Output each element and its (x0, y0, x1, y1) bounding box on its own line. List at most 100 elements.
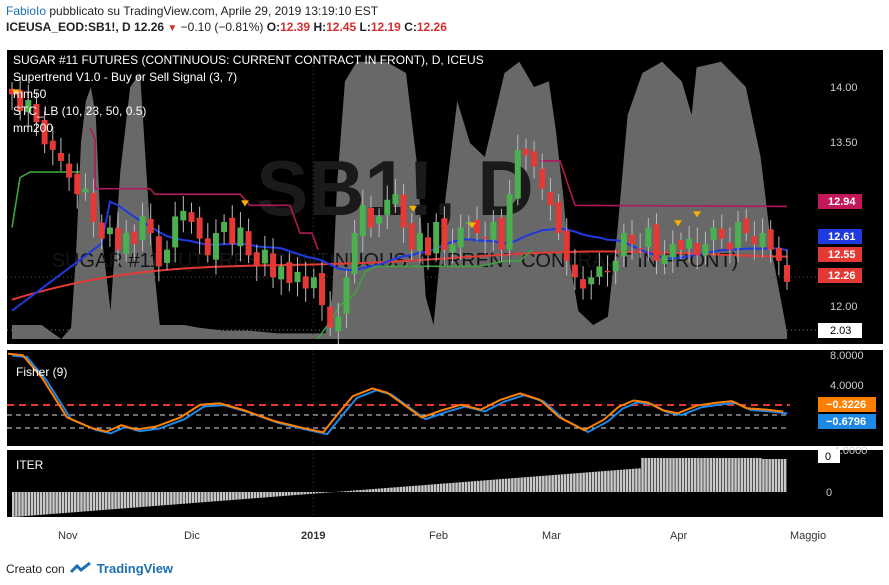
fisher-trigger-line (7, 352, 784, 434)
iter-bar (303, 492, 306, 495)
supertrend-segment-1 (89, 127, 319, 250)
tradingview-brand[interactable]: TradingView (96, 561, 174, 576)
price-axis[interactable] (818, 50, 883, 539)
iter-bar (64, 492, 68, 513)
iter-bar (384, 488, 387, 492)
publisher-name[interactable]: FabioIo (6, 4, 47, 18)
y-tick-12: 12.00 (830, 301, 858, 313)
candle-body (416, 233, 423, 251)
candle-body (294, 271, 301, 283)
iter-bar (315, 492, 319, 494)
pane-separator-2[interactable] (7, 446, 883, 450)
legend-supertrend[interactable]: Supertrend V1.0 - Buy or Sell Signal (3,… (13, 70, 237, 84)
iter-bar (647, 458, 650, 492)
candle-body (270, 253, 277, 278)
iter-bar (777, 459, 781, 492)
iter-bar (204, 492, 207, 503)
stc-shaded-area (12, 61, 788, 340)
candle-body (726, 242, 733, 250)
candle-body (82, 188, 89, 193)
iter-bar (449, 483, 452, 492)
pane-separator-1[interactable] (7, 344, 883, 350)
iter-bar (613, 470, 616, 492)
iter-bar (275, 492, 278, 497)
iter-bar (27, 492, 30, 516)
candle-body (735, 221, 742, 248)
iter-bar (752, 458, 756, 492)
candle-body (41, 119, 48, 145)
trading-chart[interactable]: SB1!, D SUGAR #11 FUTURES (CONTINUOUS: C… (0, 37, 889, 557)
iter-bar (762, 459, 765, 492)
iter-bar (669, 458, 672, 492)
candle-body (188, 212, 195, 222)
candle-body (718, 228, 725, 239)
candle-body (400, 194, 407, 228)
iter-bar (408, 486, 412, 492)
iter-bar (284, 492, 288, 496)
iter-bar (139, 492, 142, 508)
iter-bar (464, 481, 468, 492)
iter-bar (597, 471, 601, 492)
iter-bar (498, 479, 502, 492)
candle-body (131, 231, 138, 245)
tradingview-logo-icon[interactable] (69, 561, 92, 576)
iter-bar (563, 474, 567, 492)
iter-bar (529, 476, 533, 492)
iter-bar (108, 492, 111, 510)
iter-bar (783, 459, 787, 492)
iter-bar (427, 484, 430, 492)
high-value: 12.45 (326, 20, 357, 34)
iter-bar (535, 476, 539, 492)
iter-bar (659, 458, 663, 492)
candle-body (498, 217, 505, 250)
iter-bar (232, 492, 235, 500)
iter-bar (666, 458, 669, 492)
svg-text:12.55: 12.55 (828, 249, 856, 261)
iter-bar (247, 492, 251, 499)
iter-bar (545, 475, 548, 492)
iter-bar (641, 458, 644, 492)
iter-bar (703, 458, 706, 492)
iter-bar (517, 477, 520, 492)
candle-body (580, 279, 587, 289)
iter-bar (167, 492, 170, 505)
iter-bar (182, 492, 185, 504)
iter-bar (340, 491, 344, 492)
iter-bar (291, 492, 294, 496)
close-label: C: (404, 20, 417, 34)
iter-bar (681, 458, 685, 492)
iter-bar (201, 492, 204, 503)
iter-bar (768, 459, 771, 492)
legend-stc[interactable]: STC_LB (10, 23, 50, 0.5) (13, 104, 146, 118)
iter-bar (136, 492, 139, 508)
iter-bar (601, 471, 604, 492)
candle-body (49, 140, 56, 150)
sell-signal-triangle (409, 205, 417, 212)
iter-bar (297, 492, 300, 495)
iter-bar (442, 483, 446, 492)
iter-bar (746, 458, 750, 492)
iter-bar (322, 492, 325, 493)
iter-bar (148, 492, 151, 507)
iter-bar (244, 492, 247, 499)
candle-body (490, 221, 497, 240)
iter-bar (24, 492, 27, 517)
iter-bar (486, 480, 489, 492)
iter-bar (61, 492, 65, 514)
iter-bar (542, 475, 545, 492)
time-axis-bg[interactable] (7, 517, 883, 539)
low-value: 12.19 (370, 20, 401, 34)
legend-mm200[interactable]: mm200 (13, 121, 53, 135)
iter-bar (436, 483, 440, 492)
candle-body (123, 233, 130, 255)
iter-bar (278, 492, 282, 497)
legend-mm50[interactable]: mm50 (13, 87, 47, 101)
x-label-maggio: Maggio (790, 530, 826, 542)
fisher-title: Fisher (9) (16, 365, 67, 379)
candle-body (327, 306, 334, 328)
candle-body (661, 255, 668, 265)
iter-bar (675, 458, 678, 492)
candle-body (278, 266, 285, 280)
iter-bar (362, 489, 365, 492)
candle-body (596, 266, 603, 277)
